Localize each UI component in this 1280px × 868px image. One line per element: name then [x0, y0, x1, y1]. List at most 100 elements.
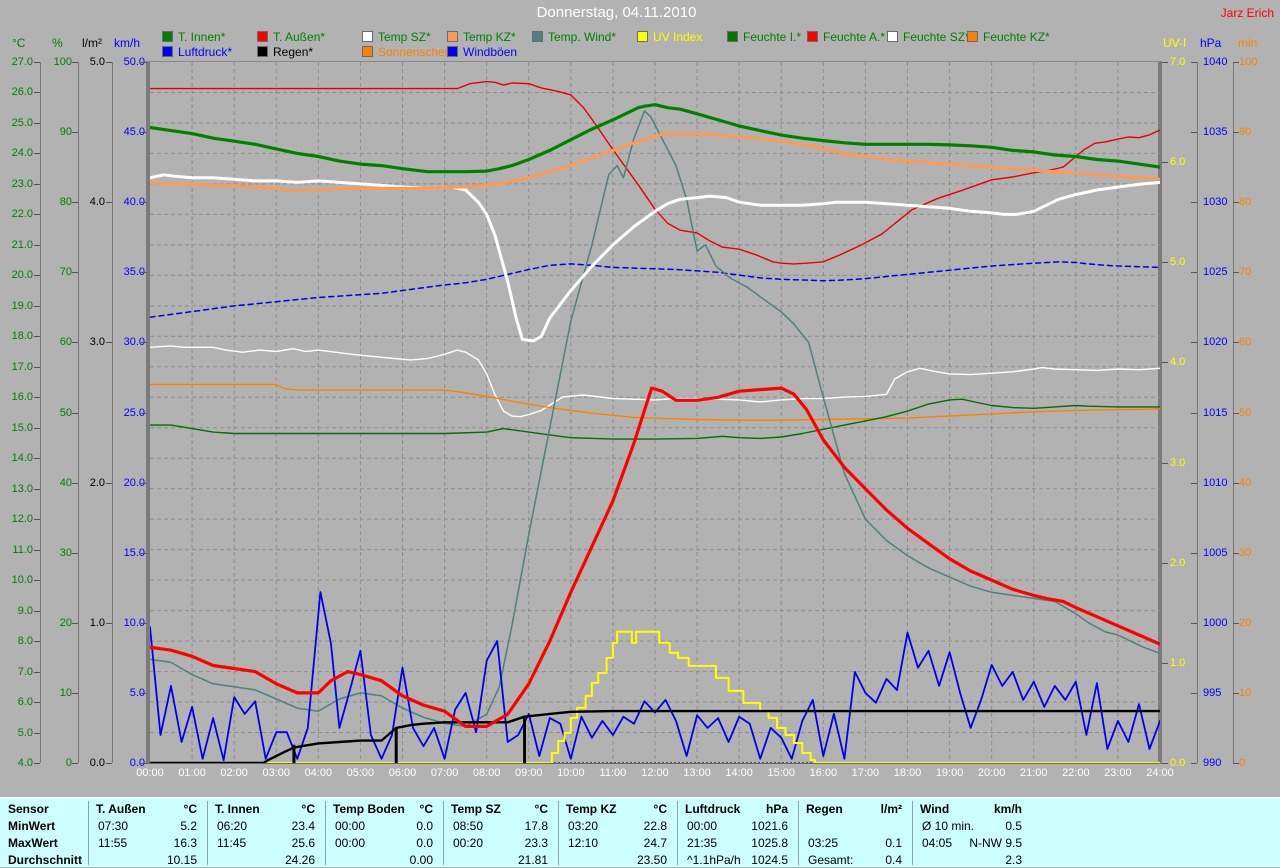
tick-label: 30.0	[123, 336, 145, 349]
legend-item-luftdruck-[interactable]: Luftdruck*	[162, 45, 233, 59]
legend-item-temp-sz-[interactable]: Temp SZ*	[362, 30, 431, 44]
legend-item-t-innen-[interactable]: T. Innen*	[162, 30, 225, 44]
cell-value: 10.15	[166, 853, 197, 867]
legend-item-feuchte-a-[interactable]: Feuchte A.*	[807, 30, 885, 44]
tick-label: 1.0	[89, 616, 105, 629]
legend-label: Feuchte SZ*	[903, 30, 970, 44]
tick-label: 24.0	[11, 147, 33, 160]
tick-mark	[1191, 622, 1197, 624]
axis-header-UV-I: UV-I	[1163, 36, 1187, 50]
tick-label: 0	[1239, 757, 1246, 769]
row-label: MaxWert	[8, 836, 58, 850]
axis-line	[78, 62, 79, 763]
tick-mark	[34, 671, 40, 673]
legend-item-temp-wind-[interactable]: Temp. Wind*	[532, 30, 616, 44]
tick-label: 5.0	[1170, 256, 1186, 269]
row-label: Sensor	[8, 802, 49, 816]
legend-swatch	[637, 31, 648, 42]
tick-mark	[72, 482, 78, 484]
cell-value: 1025.8	[751, 836, 788, 850]
cell-time: 03:25	[808, 836, 839, 850]
legend-item-t-au-en-[interactable]: T. Außen*	[257, 30, 325, 44]
legend-swatch	[807, 31, 818, 42]
tick-label: 30	[1239, 546, 1252, 559]
tick-label: 50	[1239, 406, 1252, 419]
legend-item-uv-index[interactable]: UV Index	[637, 30, 702, 44]
tick-mark	[106, 342, 112, 344]
summary-table: Sensor MinWert MaxWert Durchschnitt T. Außen…	[0, 797, 1280, 867]
col-header: Wind	[920, 802, 950, 816]
legend-item-feuchte-kz-[interactable]: Feuchte KZ*	[967, 30, 1050, 44]
tick-label: 4.0	[89, 196, 105, 209]
legend-swatch	[257, 31, 268, 42]
table-separator	[325, 801, 326, 865]
tick-mark	[34, 519, 40, 521]
cell-value: 0.5	[1005, 819, 1022, 833]
legend-label: Sonnenschein	[378, 45, 455, 59]
tick-label: 1015	[1203, 406, 1228, 419]
tick-mark	[34, 305, 40, 307]
legend-item-regen-[interactable]: Regen*	[257, 45, 313, 59]
tick-mark	[34, 336, 40, 338]
tick-label: 80	[1239, 196, 1252, 209]
col-unit: °C	[653, 802, 667, 816]
table-separator	[88, 801, 89, 865]
tick-label: 12.0	[11, 513, 33, 526]
tick-label: 22.0	[11, 208, 33, 221]
legend-item-temp-kz-[interactable]: Temp KZ*	[447, 30, 516, 44]
tick-mark	[1233, 482, 1239, 484]
tick-mark	[1162, 662, 1168, 664]
tick-label: 20.0	[123, 476, 145, 489]
cell-value: 0.0	[416, 836, 433, 850]
col-header: Luftdruck	[685, 802, 741, 816]
tick-mark	[72, 763, 78, 764]
tick-mark	[34, 153, 40, 155]
x-tick-label: 10:00	[557, 767, 585, 779]
legend-swatch	[362, 46, 373, 57]
tick-mark	[34, 732, 40, 734]
tick-label: 100	[53, 56, 72, 68]
col-unit: hPa	[765, 802, 788, 816]
col-header: Temp KZ	[566, 802, 617, 816]
tick-mark	[1162, 462, 1168, 464]
tick-mark	[1233, 692, 1239, 694]
tick-mark	[141, 202, 147, 204]
cell-time: 03:20	[568, 819, 599, 833]
tick-mark	[141, 482, 147, 484]
series-regen	[150, 709, 1160, 763]
tick-label: 6.0	[17, 696, 33, 709]
tick-mark	[1191, 412, 1197, 414]
legend-item-feuchte-i-[interactable]: Feuchte I.*	[727, 30, 801, 44]
cell-time: Gesamt:	[808, 853, 854, 867]
legend-item-windb-en[interactable]: Windböen	[447, 45, 517, 59]
x-tick-label: 08:00	[472, 767, 501, 779]
cell-value: 0.1	[885, 836, 902, 850]
tick-label: 3.0	[1170, 456, 1186, 469]
tick-mark	[34, 183, 40, 185]
tick-label: 4.0	[1170, 356, 1186, 369]
table-separator	[443, 801, 444, 865]
tick-mark	[1162, 562, 1168, 564]
tick-mark	[1233, 552, 1239, 554]
axis-header-%: %	[52, 36, 63, 50]
x-tick-label: 16:00	[809, 767, 838, 779]
x-tick-label: 11:00	[599, 767, 627, 779]
tick-mark	[141, 132, 147, 134]
page-title: Donnerstag, 04.11.2010	[536, 4, 697, 21]
legend-item-feuchte-sz-[interactable]: Feuchte SZ*	[887, 30, 970, 44]
legend-label: Luftdruck*	[178, 45, 233, 59]
x-tick-label: 20:00	[977, 767, 1006, 779]
cell-value: 2.3	[1005, 853, 1022, 867]
cell-time: 11:45	[217, 836, 247, 850]
tick-mark	[141, 552, 147, 554]
tick-label: 0.0	[89, 757, 105, 769]
cell-value: 16.3	[173, 836, 197, 850]
legend-item-sonnenschein[interactable]: Sonnenschein	[362, 45, 455, 59]
tick-mark	[141, 412, 147, 414]
tick-mark	[34, 549, 40, 551]
tick-label: 1020	[1203, 336, 1228, 349]
x-tick-label: 12:00	[641, 767, 669, 779]
tick-label: 25.0	[123, 406, 145, 419]
tick-mark	[72, 552, 78, 554]
tick-label: 990	[1203, 757, 1222, 769]
